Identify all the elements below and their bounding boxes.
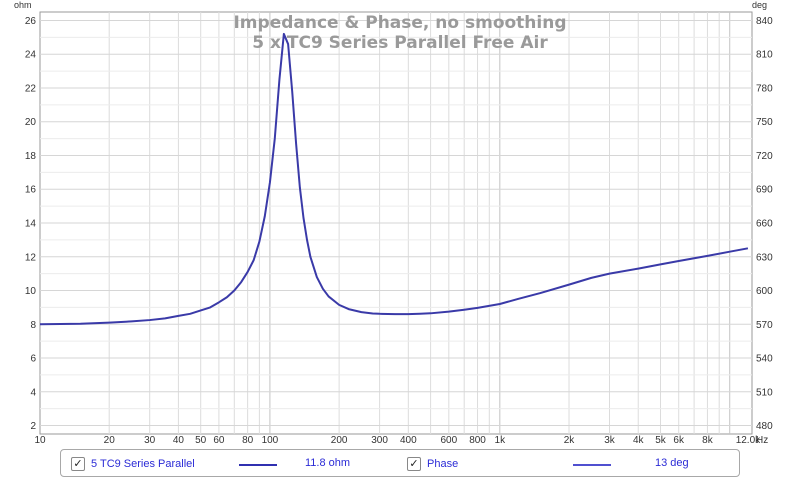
chart-title: Impedance & Phase, no smoothing (233, 13, 566, 33)
y-left-tick-label: 22 (25, 83, 37, 94)
y-right-tick-label: 780 (756, 83, 773, 94)
x-tick-label: 3k (604, 435, 616, 446)
y-left-tick-label: 6 (30, 354, 36, 365)
legend-line-phase (573, 464, 611, 466)
y-left-tick-label: 10 (25, 286, 37, 297)
y-right-tick-label: 510 (756, 387, 773, 398)
x-tick-label: 12.0k (736, 435, 761, 446)
y-right-tick-label: 750 (756, 117, 773, 128)
y-right-tick-label: 810 (756, 50, 773, 61)
grid-lines (40, 12, 752, 434)
x-tick-label: 10 (34, 435, 46, 446)
x-tick-label: 100 (262, 435, 279, 446)
legend-line-impedance (239, 464, 277, 466)
x-tick-label: 30 (144, 435, 156, 446)
impedance-chart: 10 20 30 40 50 60 80 100 200 300 400 600 800 1k 2k 3k 4k… (14, 0, 773, 446)
legend-label-phase: Phase (427, 458, 459, 470)
y-left-tick-label: 18 (25, 151, 37, 162)
x-tick-label: 600 (440, 435, 457, 446)
y-right-tick-label: 570 (756, 320, 773, 331)
legend-value-impedance: 11.8 ohm (305, 457, 351, 469)
y-right-tick-label: 720 (756, 151, 773, 162)
x-tick-label: 5k (655, 435, 667, 446)
x-unit: Hz (756, 435, 768, 446)
tick-labels: 10 20 30 40 50 60 80 100 200 300 400 600 800 1k 2k 3k 4k… (25, 16, 773, 446)
y-left-tick-label: 20 (25, 117, 37, 128)
legend-checkbox-impedance[interactable]: ✓ (71, 457, 85, 471)
legend-checkbox-phase[interactable]: ✓ (407, 457, 421, 471)
y-right-tick-label: 690 (756, 185, 773, 196)
x-tick-label: 60 (213, 435, 225, 446)
y-left-unit: ohm (14, 0, 32, 10)
legend: ✓ 5 TC9 Series Parallel 11.8 ohm ✓ Phase… (60, 449, 740, 477)
x-tick-label: 200 (331, 435, 348, 446)
chart-subtitle: 5 x TC9 Series Parallel Free Air (252, 33, 548, 53)
y-right-tick-label: 600 (756, 286, 773, 297)
x-tick-label: 400 (400, 435, 417, 446)
legend-label-impedance: 5 TC9 Series Parallel (91, 458, 195, 470)
y-left-tick-label: 16 (25, 185, 37, 196)
x-tick-label: 6k (673, 435, 685, 446)
y-right-tick-label: 540 (756, 354, 773, 365)
series-layer (39, 32, 749, 326)
y-left-tick-label: 2 (30, 421, 36, 432)
y-right-tick-label: 480 (756, 421, 773, 432)
x-tick-label: 1k (495, 435, 507, 446)
x-tick-label: 80 (242, 435, 254, 446)
legend-value-phase: 13 deg (655, 457, 689, 469)
x-tick-label: 300 (371, 435, 388, 446)
y-right-tick-label: 660 (756, 219, 773, 230)
series-line-0 (39, 32, 749, 326)
x-tick-label: 40 (173, 435, 185, 446)
y-left-tick-label: 14 (25, 219, 37, 230)
x-tick-label: 8k (702, 435, 714, 446)
y-left-tick-label: 12 (25, 252, 37, 263)
y-right-tick-label: 840 (756, 16, 773, 27)
legend-item-impedance[interactable]: ✓ 5 TC9 Series Parallel (71, 456, 195, 472)
y-left-tick-label: 4 (30, 387, 36, 398)
y-left-tick-label: 24 (25, 50, 37, 61)
legend-item-phase[interactable]: ✓ Phase (407, 456, 458, 472)
x-tick-label: 2k (564, 435, 576, 446)
y-right-unit: deg (752, 0, 767, 10)
x-tick-label: 50 (195, 435, 207, 446)
y-left-tick-label: 26 (25, 16, 37, 27)
x-tick-label: 800 (469, 435, 486, 446)
x-tick-label: 4k (633, 435, 645, 446)
y-right-tick-label: 630 (756, 252, 773, 263)
x-tick-label: 20 (104, 435, 116, 446)
y-left-tick-label: 8 (30, 320, 36, 331)
